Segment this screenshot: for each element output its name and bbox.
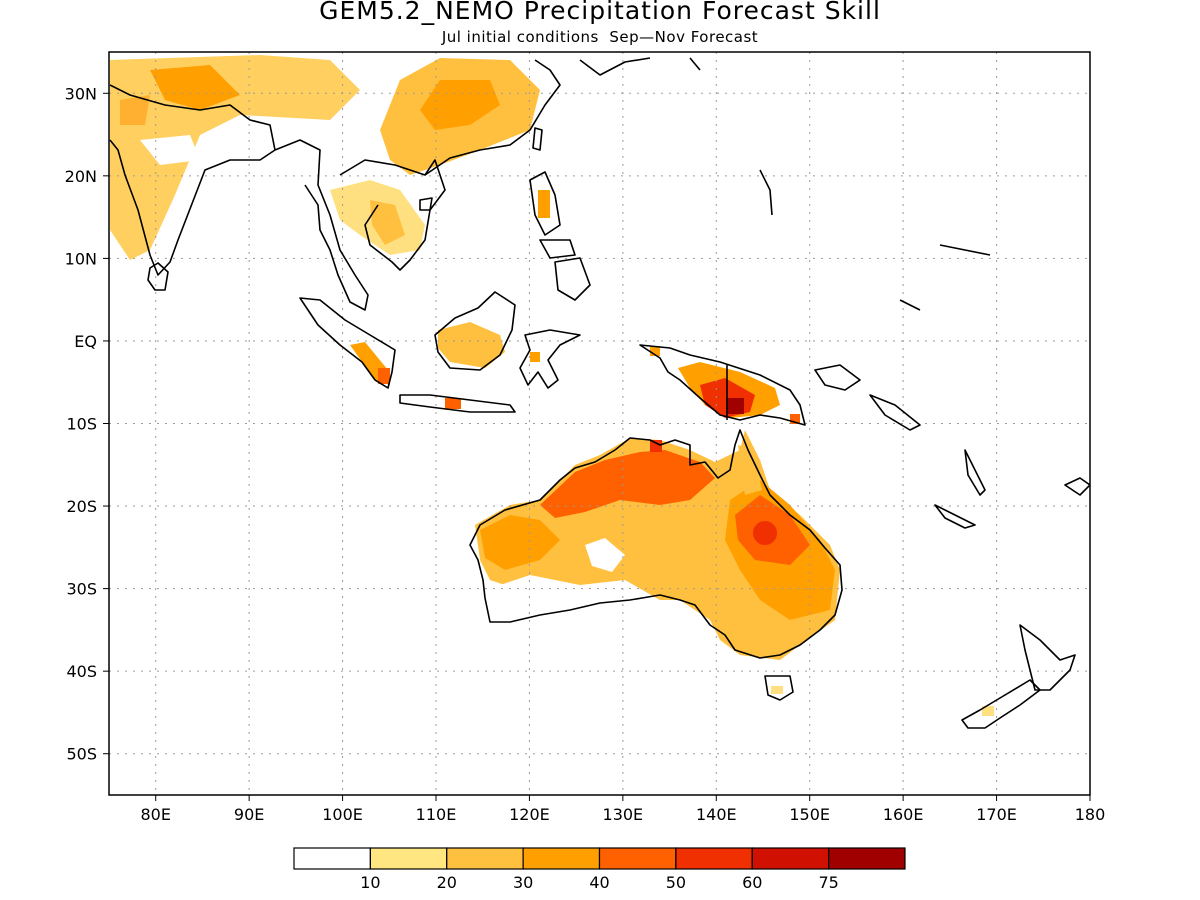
- skill-region-australia-ne-strip: [738, 445, 762, 495]
- skill-region-java: [445, 398, 461, 409]
- skill-region-halmahera: [650, 346, 660, 356]
- coast-sumatra: [299, 297, 396, 389]
- lon-tick-label: 140E: [696, 805, 737, 824]
- coast-taiwan: [532, 127, 543, 151]
- coast-sri-lanka: [147, 262, 169, 291]
- skill-region-india-inner: [120, 95, 150, 125]
- skill-region-australia-east-peak: [753, 521, 777, 545]
- colorbar-swatch: [751, 847, 830, 870]
- skill-region-tasmania: [771, 686, 783, 694]
- lat-tick-label: 30N: [65, 84, 97, 103]
- colorbar-label: 40: [589, 873, 609, 892]
- lon-tick-label: 160E: [883, 805, 924, 824]
- lon-tick-label: 100E: [322, 805, 363, 824]
- coast-myanmar-thailand: [274, 139, 369, 311]
- skill-region-new-zealand: [982, 706, 994, 716]
- lat-tick-label: 10N: [65, 249, 97, 268]
- figure-subtitle: Jul initial conditions Sep—Nov Forecast: [441, 28, 759, 46]
- coast-indochina: [339, 159, 446, 271]
- skill-region-australia-west: [480, 515, 560, 570]
- colorbar-label: 20: [437, 873, 457, 892]
- lat-tick-label: 40S: [66, 662, 97, 681]
- lon-tick-label: 170E: [976, 805, 1017, 824]
- coast-tasmania: [764, 675, 794, 701]
- lon-tick-label: 80E: [140, 805, 170, 824]
- colorbar-label: 60: [742, 873, 762, 892]
- coast-nz-north: [1019, 624, 1076, 691]
- skill-region-borneo: [438, 322, 505, 368]
- graticule: [109, 52, 1090, 795]
- colorbar-swatch: [828, 847, 906, 870]
- skill-region-india: [110, 55, 360, 260]
- lat-tick-label: EQ: [74, 332, 97, 351]
- colorbar-swatch: [522, 847, 601, 870]
- latitude-tick-labels: 30N 20N 10N EQ 10S 20S 30S 40S 50S: [65, 84, 109, 764]
- coast-visayas: [539, 239, 576, 259]
- lat-tick-label: 20S: [66, 497, 97, 516]
- skill-shading: [110, 55, 994, 716]
- coast-australia: [469, 429, 843, 659]
- skill-region-indochina-core: [370, 200, 405, 245]
- skill-region-top-end: [650, 440, 662, 452]
- colorbar-swatch: [369, 847, 448, 870]
- skill-region-australia-south-blank: [500, 575, 690, 640]
- skill-region-philippines: [538, 190, 550, 218]
- colorbar-label: 30: [513, 873, 533, 892]
- coast-java: [399, 394, 516, 413]
- lon-tick-label: 120E: [509, 805, 550, 824]
- coast-fiji: [1064, 477, 1090, 496]
- lat-tick-label: 30S: [66, 580, 97, 599]
- lat-tick-label: 20N: [65, 167, 97, 186]
- colorbar-label: 50: [666, 873, 686, 892]
- coast-mindanao: [554, 257, 591, 301]
- coast-china: [424, 59, 561, 176]
- colorbar-label: 10: [360, 873, 380, 892]
- lon-tick-label: 110E: [416, 805, 457, 824]
- skill-region-australia-interior-blank: [585, 538, 625, 572]
- colorbar-label: 75: [818, 873, 838, 892]
- lon-tick-label: 90E: [234, 805, 264, 824]
- coast-india: [109, 84, 276, 276]
- lon-tick-label: 150E: [789, 805, 830, 824]
- colorbar: 10 20 30 40 50 60 75: [293, 847, 906, 892]
- coast-solomon: [869, 394, 921, 431]
- coast-sulawesi: [519, 329, 581, 389]
- coast-new-guinea: [639, 344, 806, 426]
- colorbar-swatch: [446, 847, 524, 870]
- coast-vanuatu: [964, 449, 986, 496]
- skill-region-new-guinea-peak: [726, 398, 744, 414]
- longitude-tick-labels: 80E 90E 100E 110E 120E 130E 140E 150E 160E 170E 18…: [140, 795, 1105, 824]
- colorbar-swatch: [293, 847, 371, 870]
- figure-title: GEM5.2_NEMO Precipitation Forecast Skill: [319, 0, 881, 25]
- coast-japan-ryukyu: [579, 57, 701, 76]
- skill-region-india-blank: [140, 135, 200, 165]
- lon-tick-label: 180: [1075, 805, 1106, 824]
- coast-nz-south: [961, 679, 1041, 729]
- lat-tick-label: 10S: [66, 415, 97, 434]
- skill-region-sumatra-south: [378, 368, 390, 384]
- coast-new-caledonia: [934, 504, 976, 529]
- coast-new-britain: [814, 364, 861, 391]
- lat-tick-label: 50S: [66, 745, 97, 764]
- coast-borneo: [434, 291, 516, 371]
- colorbar-swatch: [598, 847, 677, 870]
- colorbar-swatch: [675, 847, 753, 870]
- skill-region-india-core: [150, 65, 240, 110]
- coastlines: [109, 57, 1090, 729]
- lon-tick-label: 130E: [603, 805, 644, 824]
- coast-micronesia: [759, 169, 991, 311]
- skill-region-sulawesi: [530, 352, 540, 362]
- coast-luzon: [529, 171, 561, 236]
- skill-region-china-core: [420, 80, 500, 130]
- coast-hainan: [419, 197, 433, 211]
- skill-region-new-guinea-east: [790, 414, 800, 424]
- skill-region-australia-north: [540, 450, 715, 518]
